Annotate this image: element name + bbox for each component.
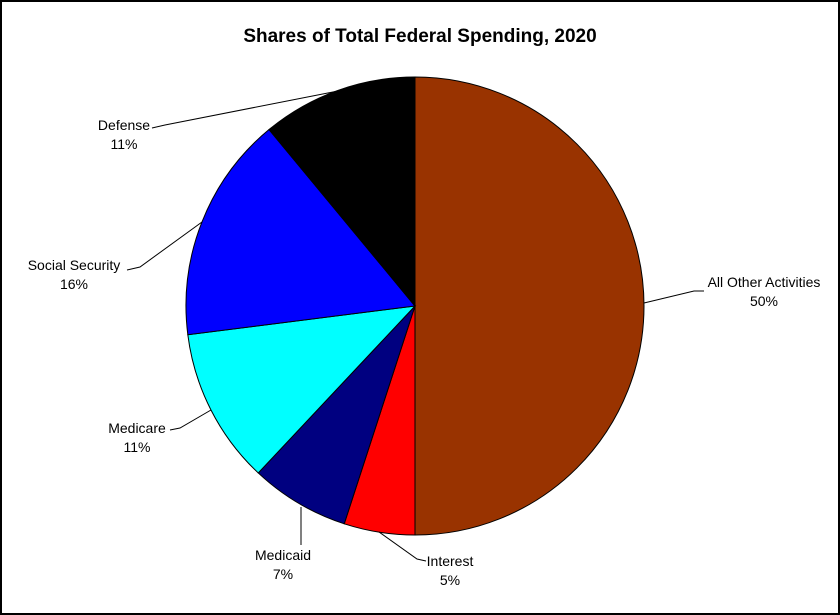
slice-label-defense: Defense 11% <box>98 117 150 152</box>
chart-title: Shares of Total Federal Spending, 2020 <box>243 26 597 47</box>
pie-slice-social-security <box>185 128 416 336</box>
leader-line-all-other-activities <box>643 290 704 304</box>
pie-slice-all-other-activities <box>414 76 645 536</box>
leader-line-medicare <box>169 409 212 431</box>
slice-label-interest: Interest 5% <box>427 553 474 588</box>
slice-label-medicare: Medicare 11% <box>108 420 166 455</box>
leader-line-interest <box>378 531 427 562</box>
leader-line-social-security <box>126 221 203 271</box>
leader-line-defense <box>151 90 339 129</box>
pie-slice-medicare <box>187 305 417 474</box>
slice-label-social-security: Social Security 16% <box>28 257 121 292</box>
slice-label-medicaid: Medicaid 7% <box>255 547 311 582</box>
slice-label-all-other-activities: All Other Activities 50% <box>708 274 821 309</box>
